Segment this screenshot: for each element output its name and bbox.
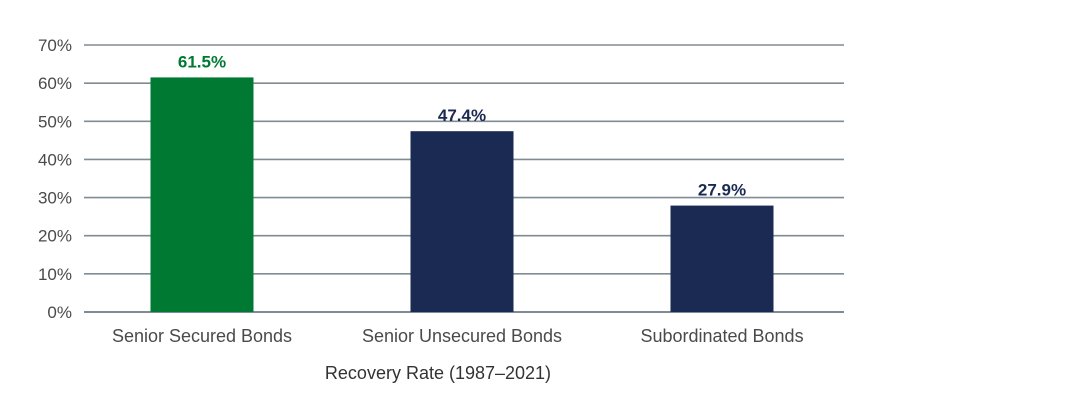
category-label-3: Subordinated Bonds xyxy=(640,326,803,346)
data-label-3: 27.9% xyxy=(698,181,746,200)
data-label-2: 47.4% xyxy=(438,106,486,125)
category-label-2: Senior Unsecured Bonds xyxy=(362,326,562,346)
x-axis-categories: Senior Secured Bonds Senior Unsecured Bon… xyxy=(112,326,804,346)
y-tick-label: 0% xyxy=(47,303,72,322)
y-tick-label: 10% xyxy=(38,265,72,284)
y-tick-label: 40% xyxy=(38,150,72,169)
category-label-1: Senior Secured Bonds xyxy=(112,326,292,346)
y-tick-label: 50% xyxy=(38,112,72,131)
bar-3 xyxy=(670,205,774,312)
y-tick-label: 30% xyxy=(38,189,72,208)
y-axis-ticks: 0% 10% 20% 30% 40% 50% 60% 70% xyxy=(38,36,72,322)
bar-1 xyxy=(150,77,254,313)
bar-2 xyxy=(410,131,514,312)
y-tick-label: 60% xyxy=(38,74,72,93)
y-tick-label: 20% xyxy=(38,227,72,246)
y-tick-label: 70% xyxy=(38,36,72,55)
x-axis-title: Recovery Rate (1987–2021) xyxy=(325,363,551,383)
bars xyxy=(150,77,774,313)
data-labels: 61.5% 47.4% 27.9% xyxy=(178,52,746,199)
data-label-1: 61.5% xyxy=(178,52,226,71)
